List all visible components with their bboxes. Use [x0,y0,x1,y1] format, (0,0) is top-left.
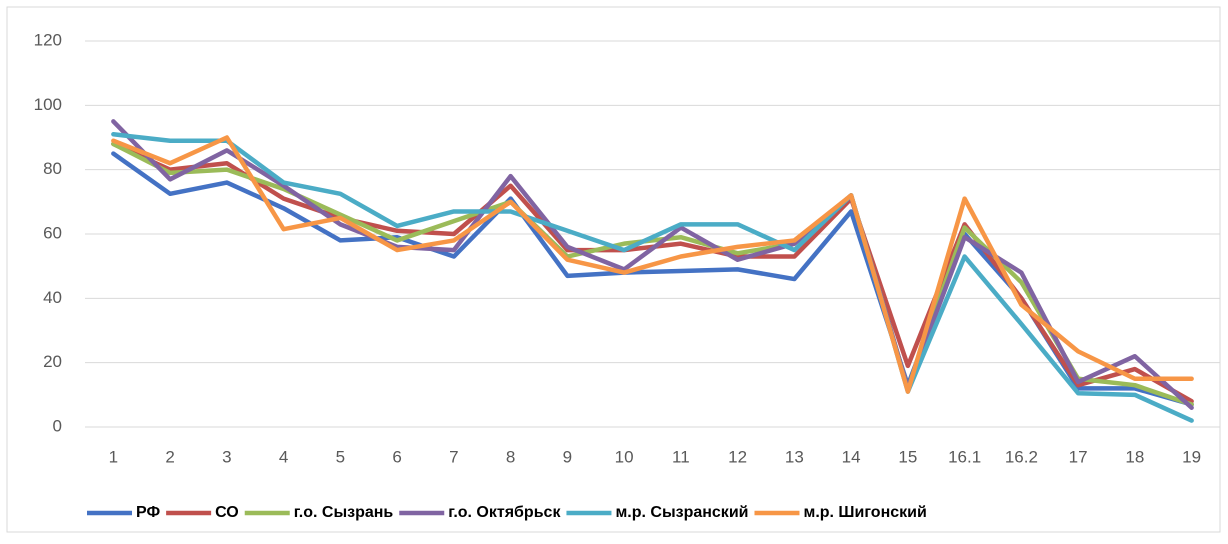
x-tick-label: 16.1 [948,447,981,466]
y-tick-label: 80 [43,159,62,178]
x-tick-label: 12 [728,447,747,466]
x-tick-label: 19 [1182,447,1201,466]
x-tick-label: 1 [109,447,118,466]
x-tick-label: 11 [672,447,690,466]
series-line [111,135,1194,394]
x-tick-label: 6 [392,447,401,466]
x-tick-label: 18 [1125,447,1144,466]
x-tick-label: 3 [222,447,231,466]
y-tick-label: 120 [34,30,62,49]
x-tick-label: 7 [449,447,458,466]
y-tick-label: 20 [43,352,62,371]
y-tick-label: 60 [43,223,62,242]
x-tick-label: 9 [563,447,572,466]
y-tick-label: 0 [53,416,62,435]
legend-label: г.о. Сызрань [294,504,394,521]
x-tick-label: 15 [898,447,917,466]
legend-label: м.р. Сызранский [615,504,748,521]
legend-label: СО [215,504,239,521]
x-tick-label: 8 [506,447,515,466]
y-tick-label: 100 [34,95,62,114]
legend-label: м.р. Шигонский [803,504,926,521]
x-tick-label: 2 [165,447,174,466]
x-tick-label: 17 [1069,447,1088,466]
x-tick-label: 10 [615,447,634,466]
x-tick-label: 5 [336,447,345,466]
x-tick-label: 16.2 [1005,447,1038,466]
legend-label: г.о. Октябрьск [448,504,561,521]
x-tick-label: 4 [279,447,288,466]
x-tick-label: 14 [842,447,861,466]
legend-label: РФ [136,504,160,521]
series-line [111,132,1194,423]
series-line [111,119,1194,410]
x-tick-label: 13 [785,447,804,466]
y-tick-label: 40 [43,288,62,307]
